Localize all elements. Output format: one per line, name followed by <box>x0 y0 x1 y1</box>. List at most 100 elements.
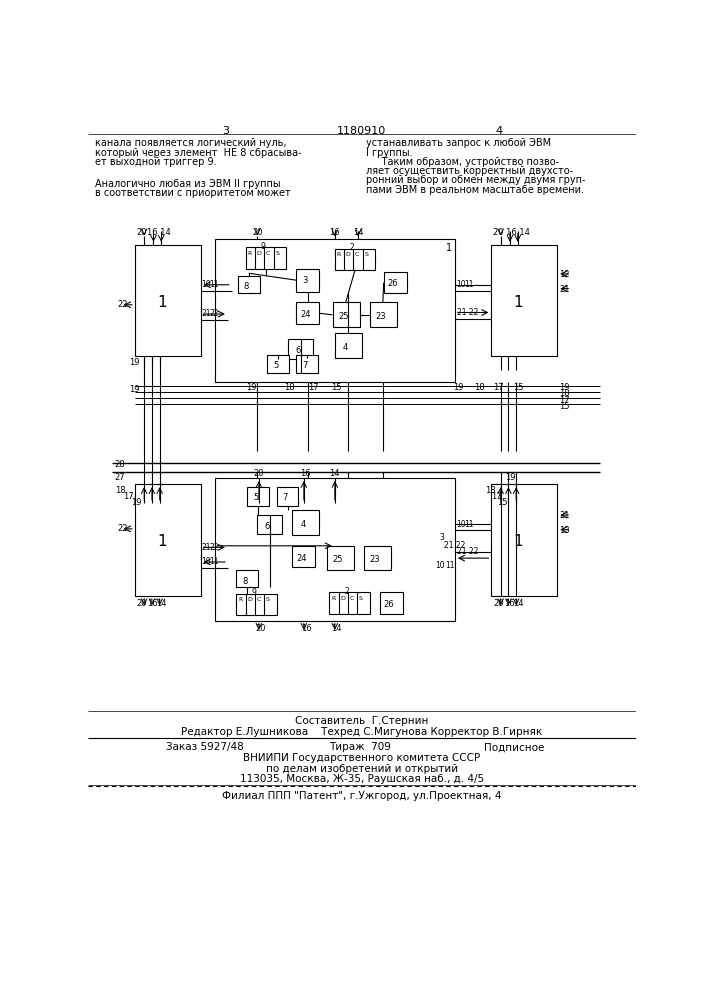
Text: 8: 8 <box>243 577 247 586</box>
Text: пами ЭВМ в реальном масштабе времени.: пами ЭВМ в реальном масштабе времени. <box>366 185 584 195</box>
Bar <box>236 594 276 615</box>
Text: 18: 18 <box>474 383 485 392</box>
Text: 4: 4 <box>343 343 349 352</box>
Text: 24: 24 <box>300 310 310 319</box>
Bar <box>238 276 259 293</box>
Text: 20: 20 <box>136 228 147 237</box>
Text: устанавливать запрос к любой ЭВМ: устанавливать запрос к любой ЭВМ <box>366 138 551 148</box>
Text: по делам изобретений и открытий: по делам изобретений и открытий <box>266 764 458 774</box>
Bar <box>257 515 282 534</box>
Text: 16 14: 16 14 <box>147 228 171 237</box>
Text: 20 16 14: 20 16 14 <box>493 228 530 237</box>
Bar <box>288 339 313 359</box>
Text: 1: 1 <box>157 534 167 549</box>
Text: 18: 18 <box>559 389 569 398</box>
Text: 14: 14 <box>353 228 363 237</box>
Text: D: D <box>257 251 262 256</box>
Text: 19: 19 <box>131 498 141 507</box>
Text: 6: 6 <box>264 522 270 531</box>
Text: R: R <box>238 597 243 602</box>
Text: 17: 17 <box>559 396 569 405</box>
Text: который через элемент  НЕ 8 сбрасыва-: который через элемент НЕ 8 сбрасыва- <box>95 148 301 158</box>
Text: 18: 18 <box>284 383 295 392</box>
Text: 1: 1 <box>157 295 167 310</box>
Text: Подписное: Подписное <box>484 742 544 752</box>
Text: 17: 17 <box>491 492 502 501</box>
Text: 20: 20 <box>493 599 503 608</box>
Text: S: S <box>266 597 270 602</box>
Text: 2: 2 <box>349 243 354 252</box>
Text: 7: 7 <box>302 361 308 370</box>
Text: 16: 16 <box>504 599 515 608</box>
Text: 11: 11 <box>445 561 455 570</box>
Bar <box>215 239 455 382</box>
Text: 16: 16 <box>301 624 312 633</box>
Bar <box>380 592 403 614</box>
Text: 19: 19 <box>129 358 139 367</box>
Text: 17: 17 <box>123 492 134 501</box>
Text: канала появляется логический нуль,: канала появляется логический нуль, <box>95 138 286 148</box>
Text: 24: 24 <box>296 554 307 563</box>
Bar <box>292 546 315 567</box>
Text: R: R <box>331 596 335 601</box>
Text: 21 22: 21 22 <box>457 547 478 556</box>
Bar <box>370 302 397 327</box>
Text: 11: 11 <box>209 557 218 566</box>
Text: 21 22: 21 22 <box>444 541 465 550</box>
Text: 18: 18 <box>115 486 126 495</box>
Text: R: R <box>247 251 252 256</box>
Text: C: C <box>349 596 354 601</box>
Bar <box>135 245 201 356</box>
Text: C: C <box>266 251 270 256</box>
Bar <box>364 546 392 570</box>
Text: 21 22: 21 22 <box>457 308 478 317</box>
Text: Филиал ППП "Патент", г.Ужгород, ул.Проектная, 4: Филиал ППП "Патент", г.Ужгород, ул.Проек… <box>222 791 502 801</box>
Text: 1: 1 <box>514 534 523 549</box>
Text: ляет осуществить корректный двухсто-: ляет осуществить корректный двухсто- <box>366 166 573 176</box>
Text: 20: 20 <box>252 228 262 237</box>
Text: C: C <box>355 252 359 257</box>
Text: 3: 3 <box>440 533 444 542</box>
Text: Составитель  Г.Стернин: Составитель Г.Стернин <box>296 716 428 726</box>
Text: Редактор Е.Лушникова    Техред С.Мигунова Корректор В.Гирняк: Редактор Е.Лушникова Техред С.Мигунова К… <box>181 727 542 737</box>
Bar <box>335 249 375 270</box>
Bar <box>135 484 201 596</box>
Bar <box>335 333 362 358</box>
Text: 26: 26 <box>384 600 395 609</box>
Text: 15: 15 <box>513 383 524 392</box>
Bar <box>215 478 455 620</box>
Text: 17: 17 <box>308 383 318 392</box>
Text: 14: 14 <box>513 599 524 608</box>
Text: 22: 22 <box>118 300 129 309</box>
Bar <box>276 487 298 506</box>
Text: 14: 14 <box>331 624 341 633</box>
Text: 20: 20 <box>136 599 147 608</box>
Text: 16: 16 <box>300 469 310 478</box>
Text: S: S <box>275 251 279 256</box>
Text: 15: 15 <box>498 498 508 507</box>
Text: 11: 11 <box>464 520 474 529</box>
Text: 10: 10 <box>201 280 211 289</box>
Text: в соответствии с приоритетом может: в соответствии с приоритетом может <box>95 188 291 198</box>
Text: 21: 21 <box>559 511 570 520</box>
Text: 22: 22 <box>118 524 129 533</box>
Bar <box>292 510 320 535</box>
Text: 20: 20 <box>253 469 264 478</box>
Text: 19: 19 <box>559 383 569 392</box>
Text: 13: 13 <box>559 526 571 535</box>
Text: 22: 22 <box>209 309 218 318</box>
Text: D: D <box>340 596 345 601</box>
Text: ВНИИПИ Государственного комитета СССР: ВНИИПИ Государственного комитета СССР <box>243 753 481 763</box>
Text: 22: 22 <box>209 543 218 552</box>
Text: D: D <box>346 252 351 257</box>
Text: ронний выбор и обмен между двумя груп-: ронний выбор и обмен между двумя груп- <box>366 175 585 185</box>
Text: R: R <box>337 252 341 257</box>
Text: 10: 10 <box>436 561 445 570</box>
Text: 25: 25 <box>338 312 349 321</box>
Bar <box>296 355 317 373</box>
Text: 4: 4 <box>496 126 503 136</box>
Text: C: C <box>257 597 261 602</box>
Text: 21: 21 <box>201 543 211 552</box>
Text: 15: 15 <box>331 383 341 392</box>
Text: 12: 12 <box>559 270 570 279</box>
